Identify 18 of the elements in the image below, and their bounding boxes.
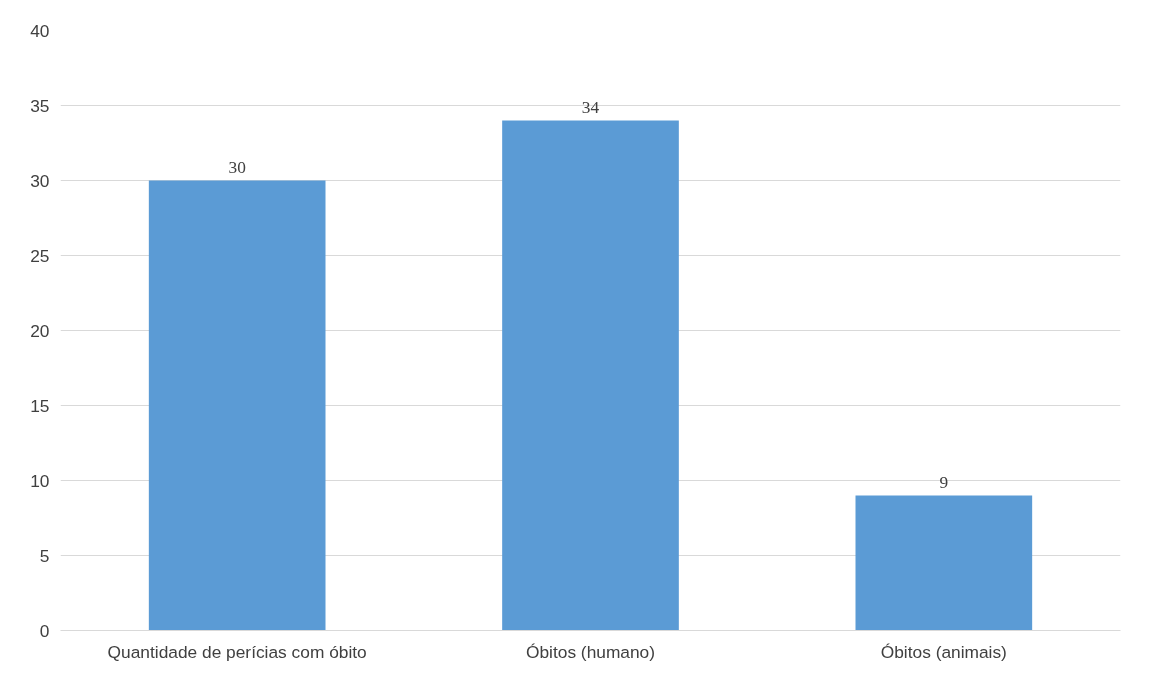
y-tick-label: 10 <box>30 470 50 491</box>
bar <box>502 120 679 631</box>
y-tick-label: 5 <box>39 545 50 566</box>
x-tick-label: Óbitos (humano) <box>525 641 656 662</box>
data-label: 9 <box>939 472 949 492</box>
x-tick-label: Óbitos (animais) <box>880 641 1007 662</box>
y-tick-label: 0 <box>39 620 50 641</box>
data-label: 30 <box>228 157 246 177</box>
y-tick-label: 15 <box>30 395 50 416</box>
y-tick-label: 40 <box>30 20 50 41</box>
y-tick-label: 25 <box>30 245 50 266</box>
bar <box>855 495 1033 631</box>
y-tick-label: 35 <box>30 95 50 116</box>
x-tick-label: Quantidade de perícias com óbito <box>107 641 367 662</box>
data-label: 34 <box>581 97 600 117</box>
y-tick-label: 30 <box>30 170 50 191</box>
y-tick-label: 20 <box>30 320 50 341</box>
bar <box>148 180 326 631</box>
